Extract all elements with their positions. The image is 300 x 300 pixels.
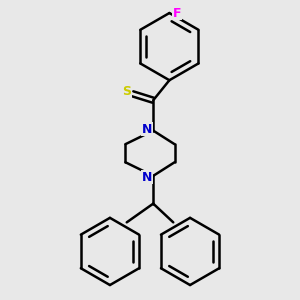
Text: S: S [122, 85, 131, 98]
Text: N: N [142, 123, 152, 136]
Text: N: N [142, 171, 152, 184]
Text: F: F [173, 7, 182, 20]
